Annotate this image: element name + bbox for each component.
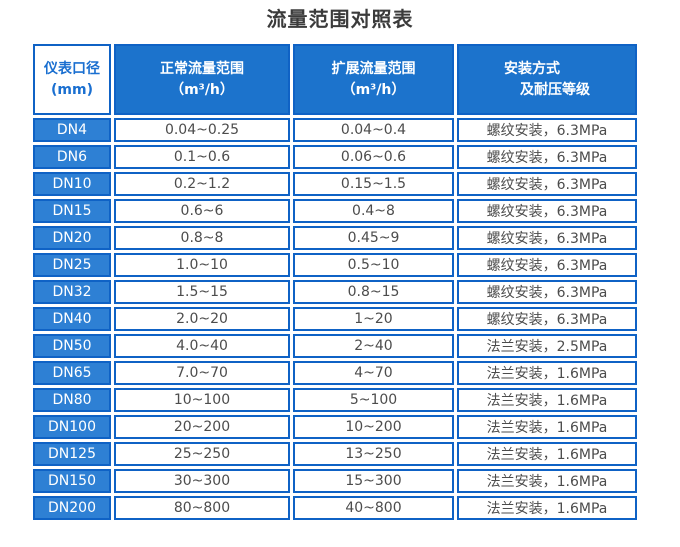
extended-flow-cell: 40~800 — [293, 496, 454, 520]
install-cell: 螺纹安装，6.3MPa — [457, 145, 637, 169]
normal-flow-cell: 4.0~40 — [114, 334, 290, 358]
normal-flow-cell: 7.0~70 — [114, 361, 290, 385]
table-row: DN150 30~300 15~300 法兰安装，1.6MPa — [33, 469, 637, 493]
table-row: DN40 2.0~20 1~20 螺纹安装，6.3MPa — [33, 307, 637, 331]
diameter-cell: DN100 — [33, 415, 111, 439]
table-row: DN4 0.04~0.25 0.04~0.4 螺纹安装，6.3MPa — [33, 118, 637, 142]
normal-flow-cell: 0.1~0.6 — [114, 145, 290, 169]
normal-flow-cell: 10~100 — [114, 388, 290, 412]
normal-flow-cell: 2.0~20 — [114, 307, 290, 331]
extended-flow-cell: 13~250 — [293, 442, 454, 466]
header-diameter: 仪表口径 (mm) — [33, 44, 111, 115]
normal-flow-cell: 25~250 — [114, 442, 290, 466]
diameter-cell: DN10 — [33, 172, 111, 196]
extended-flow-cell: 4~70 — [293, 361, 454, 385]
table-row: DN200 80~800 40~800 法兰安装，1.6MPa — [33, 496, 637, 520]
install-cell: 螺纹安装，6.3MPa — [457, 172, 637, 196]
header-diameter-label: 仪表口径 — [44, 60, 100, 77]
install-cell: 法兰安装，1.6MPa — [457, 388, 637, 412]
table-row: DN50 4.0~40 2~40 法兰安装，2.5MPa — [33, 334, 637, 358]
table-row: DN20 0.8~8 0.45~9 螺纹安装，6.3MPa — [33, 226, 637, 250]
flow-range-table: 仪表口径 (mm) 正常流量范围 （m³/h） 扩展流量范围 （m³/h） — [30, 41, 640, 523]
normal-flow-cell: 1.0~10 — [114, 253, 290, 277]
table-header-row: 仪表口径 (mm) 正常流量范围 （m³/h） 扩展流量范围 （m³/h） — [33, 44, 637, 115]
diameter-cell: DN50 — [33, 334, 111, 358]
diameter-cell: DN4 — [33, 118, 111, 142]
header-installation: 安装方式 及耐压等级 — [457, 44, 637, 115]
diameter-cell: DN80 — [33, 388, 111, 412]
table-row: DN125 25~250 13~250 法兰安装，1.6MPa — [33, 442, 637, 466]
diameter-cell: DN200 — [33, 496, 111, 520]
diameter-cell: DN6 — [33, 145, 111, 169]
table-row: DN80 10~100 5~100 法兰安装，1.6MPa — [33, 388, 637, 412]
extended-flow-cell: 0.5~10 — [293, 253, 454, 277]
normal-flow-cell: 1.5~15 — [114, 280, 290, 304]
page-title: 流量范围对照表 — [266, 7, 414, 31]
table-row: DN25 1.0~10 0.5~10 螺纹安装，6.3MPa — [33, 253, 637, 277]
header-extended-flow-label: 扩展流量范围 — [331, 60, 416, 77]
extended-flow-cell: 0.15~1.5 — [293, 172, 454, 196]
header-extended-flow-unit: （m³/h） — [341, 81, 406, 98]
diameter-cell: DN150 — [33, 469, 111, 493]
table-body: DN4 0.04~0.25 0.04~0.4 螺纹安装，6.3MPa DN6 0.1~0.… — [33, 118, 637, 520]
header-diameter-unit: (mm) — [51, 81, 93, 98]
header-normal-flow-unit: （m³/h） — [170, 81, 234, 98]
extended-flow-cell: 10~200 — [293, 415, 454, 439]
extended-flow-cell: 0.45~9 — [293, 226, 454, 250]
extended-flow-cell: 0.8~15 — [293, 280, 454, 304]
install-cell: 法兰安装，1.6MPa — [457, 496, 637, 520]
normal-flow-cell: 0.04~0.25 — [114, 118, 290, 142]
install-cell: 法兰安装，2.5MPa — [457, 334, 637, 358]
normal-flow-cell: 80~800 — [114, 496, 290, 520]
install-cell: 法兰安装，1.6MPa — [457, 442, 637, 466]
extended-flow-cell: 5~100 — [293, 388, 454, 412]
header-extended-flow: 扩展流量范围 （m³/h） — [293, 44, 454, 115]
install-cell: 螺纹安装，6.3MPa — [457, 199, 637, 223]
install-cell: 螺纹安装，6.3MPa — [457, 118, 637, 142]
normal-flow-cell: 0.8~8 — [114, 226, 290, 250]
install-cell: 法兰安装，1.6MPa — [457, 469, 637, 493]
normal-flow-cell: 0.2~1.2 — [114, 172, 290, 196]
table-row: DN65 7.0~70 4~70 法兰安装，1.6MPa — [33, 361, 637, 385]
diameter-cell: DN65 — [33, 361, 111, 385]
diameter-cell: DN40 — [33, 307, 111, 331]
header-normal-flow-label: 正常流量范围 — [160, 60, 244, 77]
install-cell: 螺纹安装，6.3MPa — [457, 253, 637, 277]
table-row: DN15 0.6~6 0.4~8 螺纹安装，6.3MPa — [33, 199, 637, 223]
extended-flow-cell: 2~40 — [293, 334, 454, 358]
extended-flow-cell: 1~20 — [293, 307, 454, 331]
extended-flow-cell: 15~300 — [293, 469, 454, 493]
table-row: DN6 0.1~0.6 0.06~0.6 螺纹安装，6.3MPa — [33, 145, 637, 169]
diameter-cell: DN20 — [33, 226, 111, 250]
diameter-cell: DN125 — [33, 442, 111, 466]
normal-flow-cell: 0.6~6 — [114, 199, 290, 223]
table-row: DN100 20~200 10~200 法兰安装，1.6MPa — [33, 415, 637, 439]
table-row: DN32 1.5~15 0.8~15 螺纹安装，6.3MPa — [33, 280, 637, 304]
extended-flow-cell: 0.04~0.4 — [293, 118, 454, 142]
normal-flow-cell: 20~200 — [114, 415, 290, 439]
install-cell: 螺纹安装，6.3MPa — [457, 226, 637, 250]
normal-flow-cell: 30~300 — [114, 469, 290, 493]
table-row: DN10 0.2~1.2 0.15~1.5 螺纹安装，6.3MPa — [33, 172, 637, 196]
extended-flow-cell: 0.4~8 — [293, 199, 454, 223]
header-installation-rating: 及耐压等级 — [520, 81, 590, 98]
diameter-cell: DN25 — [33, 253, 111, 277]
header-normal-flow: 正常流量范围 （m³/h） — [114, 44, 290, 115]
diameter-cell: DN32 — [33, 280, 111, 304]
install-cell: 螺纹安装，6.3MPa — [457, 307, 637, 331]
header-installation-label: 安装方式 — [504, 60, 560, 77]
install-cell: 法兰安装，1.6MPa — [457, 361, 637, 385]
install-cell: 法兰安装，1.6MPa — [457, 415, 637, 439]
install-cell: 螺纹安装，6.3MPa — [457, 280, 637, 304]
extended-flow-cell: 0.06~0.6 — [293, 145, 454, 169]
diameter-cell: DN15 — [33, 199, 111, 223]
